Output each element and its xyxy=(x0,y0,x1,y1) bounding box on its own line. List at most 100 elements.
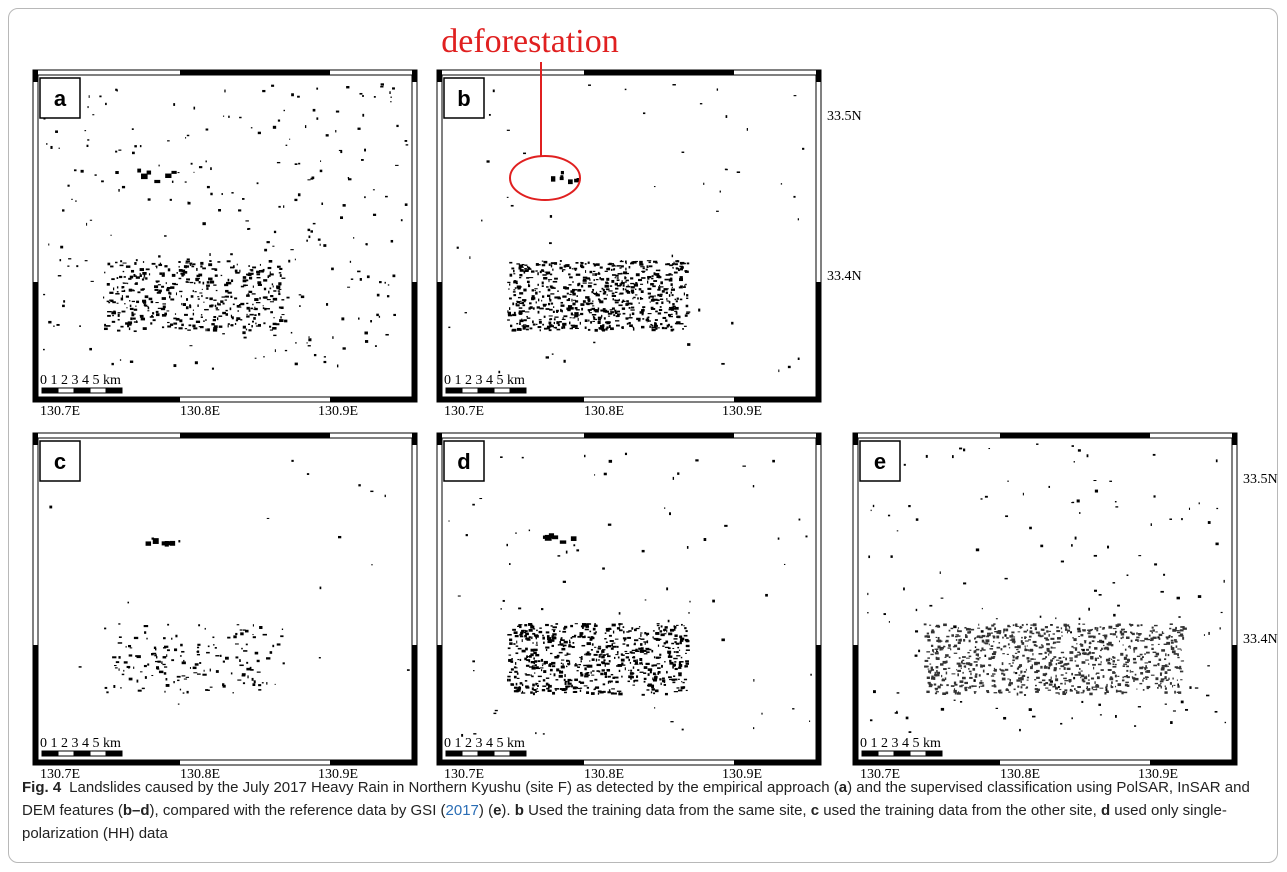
speckle xyxy=(1075,537,1077,540)
speckle xyxy=(611,674,613,675)
speckle xyxy=(1113,582,1116,583)
speckle xyxy=(1151,675,1155,676)
speckle xyxy=(237,624,240,625)
speckle xyxy=(164,666,167,667)
speckle xyxy=(1003,717,1006,720)
speckle xyxy=(563,269,566,270)
speckle xyxy=(636,273,640,276)
speckle xyxy=(288,260,290,263)
speckle xyxy=(978,655,979,656)
speckle xyxy=(636,675,638,678)
speckle xyxy=(137,680,139,683)
speckle xyxy=(511,205,514,207)
speckle xyxy=(640,297,642,300)
speckle xyxy=(958,691,959,694)
speckle xyxy=(323,244,326,247)
speckle xyxy=(196,268,197,271)
speckle xyxy=(568,681,570,684)
speckle xyxy=(975,673,977,675)
speckle xyxy=(1172,678,1173,680)
speckle xyxy=(682,328,684,330)
scale-bar-segment xyxy=(106,388,122,393)
speckle xyxy=(481,220,482,222)
speckle xyxy=(1053,633,1055,634)
speckle xyxy=(1094,590,1097,592)
speckle xyxy=(664,630,665,632)
speckle xyxy=(117,291,119,292)
speckle xyxy=(320,170,323,173)
speckle xyxy=(1111,659,1112,660)
speckle xyxy=(1024,671,1026,673)
speckle xyxy=(574,664,577,666)
speckle xyxy=(571,299,572,302)
speckle xyxy=(1180,679,1182,680)
speckle xyxy=(666,671,668,673)
speckle xyxy=(633,328,634,331)
speckle xyxy=(628,303,632,304)
speckle xyxy=(1072,637,1073,639)
speckle xyxy=(673,675,675,677)
speckle xyxy=(568,305,572,307)
caption-link[interactable]: 2017 xyxy=(446,802,479,819)
caption-text: ) ( xyxy=(479,802,493,819)
speckle xyxy=(564,674,565,677)
speckle xyxy=(572,317,575,318)
speckle xyxy=(1152,632,1153,634)
annotation-ellipse xyxy=(510,156,580,200)
speckle xyxy=(536,644,538,645)
speckle xyxy=(74,169,77,171)
speckle xyxy=(572,281,574,282)
speckle xyxy=(547,690,551,692)
speckle xyxy=(615,639,618,640)
speckle xyxy=(687,546,689,549)
speckle xyxy=(193,310,194,311)
speckle xyxy=(1081,675,1084,678)
speckle xyxy=(1115,675,1117,678)
speckle xyxy=(958,639,960,641)
speckle xyxy=(603,310,607,313)
speckle xyxy=(628,670,629,671)
speckle xyxy=(980,680,982,681)
speckle xyxy=(1083,690,1085,692)
speckle xyxy=(222,193,223,195)
speckle xyxy=(1066,663,1069,664)
speckle xyxy=(364,332,367,335)
speckle xyxy=(1053,642,1056,644)
speckle xyxy=(365,243,366,245)
speckle xyxy=(1040,616,1042,618)
speckle xyxy=(1099,594,1102,596)
speckle xyxy=(673,262,674,265)
speckle xyxy=(1129,659,1130,662)
speckle xyxy=(589,660,590,661)
speckle xyxy=(1079,673,1081,676)
speckle xyxy=(641,326,644,329)
speckle xyxy=(507,282,510,283)
speckle xyxy=(301,296,304,299)
speckle xyxy=(1115,501,1117,502)
speckle xyxy=(343,347,346,349)
speckle xyxy=(1169,519,1172,520)
speckle xyxy=(87,106,88,108)
speckle xyxy=(678,690,682,692)
graticule-bar xyxy=(412,70,417,82)
speckle xyxy=(332,336,333,339)
speckle xyxy=(1012,641,1016,643)
speckle xyxy=(560,309,562,312)
speckle xyxy=(365,340,368,343)
speckle xyxy=(761,713,762,715)
speckle xyxy=(574,179,578,183)
speckle xyxy=(1087,632,1090,634)
speckle xyxy=(1051,647,1053,649)
speckle xyxy=(1140,640,1141,641)
speckle xyxy=(676,268,680,270)
speckle xyxy=(1001,673,1003,675)
speckle xyxy=(648,320,650,322)
speckle xyxy=(1029,636,1032,638)
speckle xyxy=(489,114,491,116)
speckle xyxy=(156,280,160,282)
speckle xyxy=(625,268,626,271)
speckle xyxy=(927,677,930,679)
speckle xyxy=(951,634,954,636)
speckle xyxy=(1095,658,1097,660)
speckle xyxy=(225,657,229,660)
